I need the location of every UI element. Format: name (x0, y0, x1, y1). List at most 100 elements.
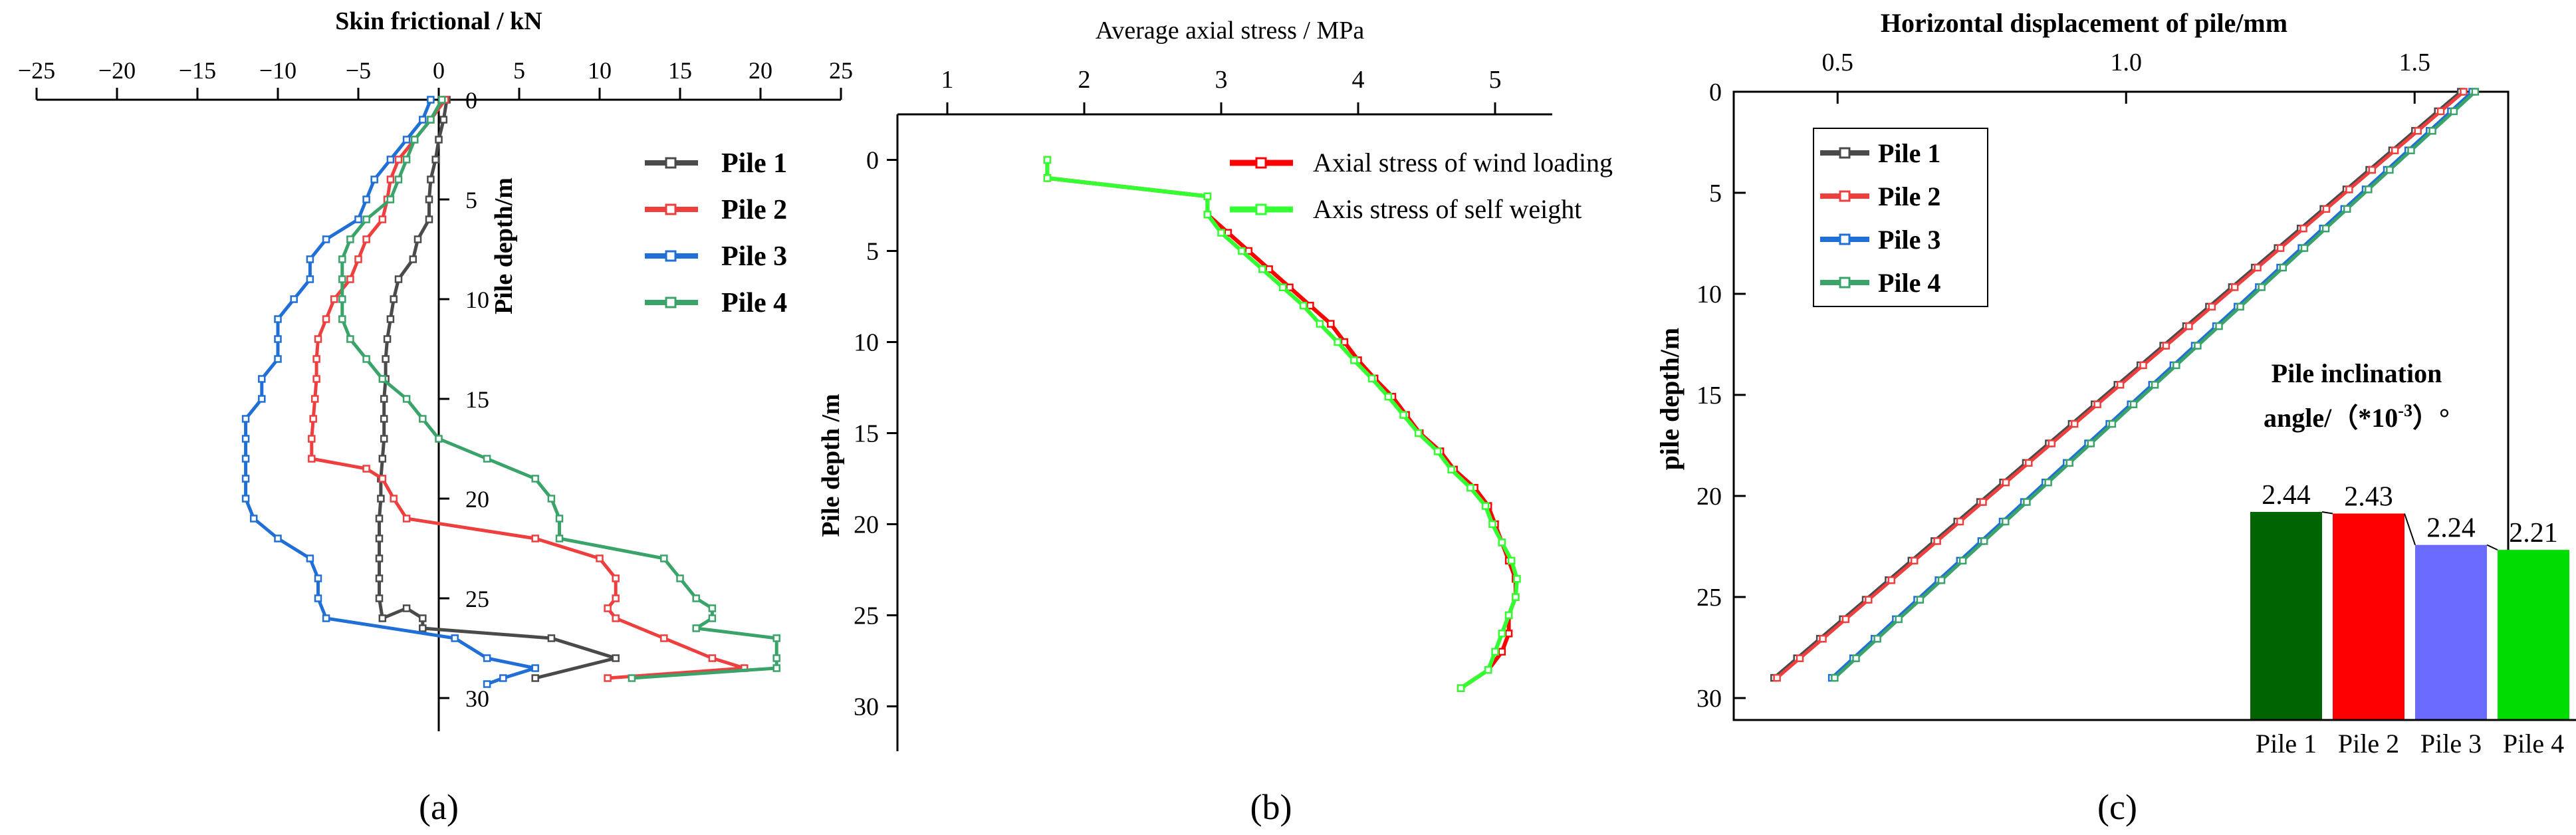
panel-a-series-1-marker (377, 495, 385, 503)
panel-c-series-4-marker (2365, 185, 2373, 193)
panel-c-legend-marker (1839, 147, 1851, 159)
panel-c-series-4-marker (2172, 361, 2180, 370)
panel-a-series-1-marker (439, 116, 448, 124)
panel-a-series-2-marker (612, 574, 620, 582)
panel-b-x-tick-label: 1 (941, 66, 954, 94)
panel-b-y-tick-label: 20 (854, 511, 879, 539)
panel-a-series-3-marker (290, 295, 298, 303)
panel-b-series-2-marker (1484, 665, 1492, 674)
panel-a-series-2-marker (660, 634, 668, 642)
panel-b-series-2-marker (1414, 429, 1423, 437)
panel-a-series-1-marker (419, 614, 427, 622)
panel-b-series-2-marker (1447, 465, 1455, 474)
panel-c-y-tick-label: 15 (1697, 382, 1722, 410)
panel-b-y-tick-label: 25 (854, 602, 879, 630)
panel-a-series-2-marker (309, 415, 317, 423)
panel-c-series-2-marker (1956, 517, 1964, 526)
panel-a-series-3-marker (241, 455, 250, 463)
panel-a-series-1-marker (382, 355, 390, 363)
panel-c-series-2-marker (2436, 107, 2445, 116)
panel-a-series-4-marker (338, 275, 346, 283)
inset-bar-value-label: 2.21 (2509, 518, 2558, 548)
panel-c-series-2-marker (2391, 146, 2399, 154)
panel-b-series-1-marker (1244, 247, 1252, 255)
panel-b-series-1-marker (1286, 283, 1294, 292)
panel-a-legend-label: Pile 4 (721, 288, 787, 318)
panel-a-series-4-marker (346, 235, 354, 243)
panel-a-series-4-marker (394, 176, 403, 183)
panel-a-x-tick-label: 20 (749, 57, 772, 84)
panel-a-x-tick-label: −20 (98, 57, 136, 84)
panel-a-series-1-marker (435, 136, 443, 144)
panel-a-series-3-marker (322, 614, 330, 622)
panel-a-series-4-marker (692, 624, 700, 632)
panel-a-series-2-marker (402, 515, 411, 523)
panel-c-plot-frame (1732, 90, 2510, 721)
panel-c-series-4-marker (2108, 419, 2117, 428)
panel-b-series-2-marker (1504, 611, 1513, 620)
panel-b-legend-label: Axis stress of self weight (1313, 194, 1581, 224)
panel-a-series-3-marker (354, 215, 362, 223)
panel-a-series-1-marker (425, 195, 433, 203)
panel-a-series-4-marker (772, 654, 780, 662)
panel-a-series-4-marker (692, 594, 700, 602)
panel-a-series-2-marker (346, 275, 354, 283)
panel-a-series-4-marker (628, 674, 636, 682)
panel-a-series-2-marker (531, 535, 539, 542)
panel-a-series-2-marker (612, 614, 620, 622)
panel-b-series-2-marker (1457, 684, 1465, 692)
panel-b-series-2-marker (1513, 574, 1521, 583)
panel-a-series-4-marker (708, 604, 717, 612)
panel-a-series-1-marker (431, 156, 439, 164)
panel-c-legend-marker (1839, 190, 1851, 202)
panel-a-series-3-marker (258, 395, 266, 403)
panel-c-y-tick-label: 25 (1697, 584, 1722, 612)
panel-c-series-4-marker (2343, 205, 2351, 213)
panel-a-series-3-marker (306, 554, 314, 562)
panel-a-series-4-marker (708, 614, 717, 622)
panel-b-x-tick-label: 2 (1078, 66, 1091, 94)
panel-c-series-4-marker (2215, 322, 2223, 330)
panel-c-series-2-marker (2116, 381, 2125, 389)
panel-b-legend-label: Axial stress of wind loading (1313, 148, 1613, 178)
panel-b-series-2-marker (1238, 247, 1246, 255)
panel-b-y-tick-label: 0 (866, 147, 879, 175)
panel-a-series-1-marker (375, 554, 384, 562)
panel-c-series-4-marker (2151, 381, 2159, 389)
panel-a-legend-marker (665, 250, 677, 262)
panel-a-y-tick-label: 10 (465, 287, 489, 313)
panel-a-series-3-marker (483, 680, 491, 688)
panel-a-series-4-marker (772, 664, 780, 672)
panel-c-series-4-marker (1895, 615, 1903, 624)
panel-b-series-2-marker (1433, 447, 1442, 455)
panel-a-legend-marker (665, 297, 677, 308)
panel-a-series-4-marker (555, 515, 564, 523)
panel-c-series-2-marker (2368, 166, 2377, 174)
panel-a-series-4-line (340, 98, 778, 680)
panel-a-series-3-marker (241, 475, 250, 483)
panel-c-series-4-marker (2194, 342, 2202, 350)
panel-c-series-2-marker (2185, 322, 2193, 330)
panel-a-series-3-marker (274, 315, 282, 323)
panel-a-series-3-marker (274, 535, 282, 542)
panel-a-series-1-marker (380, 395, 388, 403)
panel-c-series-4-marker (2087, 439, 2095, 447)
panel-b-series-2-marker (1043, 174, 1052, 182)
panel-a-series-1-marker (375, 574, 384, 582)
panel-b-series-2-marker (1507, 556, 1516, 565)
panel-a-series-1-marker (390, 295, 398, 303)
panel-b-y-tick-label: 15 (854, 420, 879, 448)
panel-b-series-1-marker (1306, 301, 1314, 310)
panel-b-series-2-marker (1203, 192, 1212, 201)
panel-a-series-1-marker (413, 235, 422, 243)
panel-c-series-2-marker (2208, 302, 2216, 311)
panel-a-series-4-marker (378, 375, 387, 383)
panel-c-series-4-marker (1937, 576, 1946, 584)
panel-a-series-3-marker (241, 435, 250, 443)
panel-c-horizontal-displacement-chart: Horizontal displacement of pile/mm pile … (1655, 8, 2576, 827)
panel-a-series-4-marker (483, 455, 491, 463)
panel-a-series-4-marker (402, 156, 411, 164)
panel-c-series-2-marker (1841, 615, 1850, 624)
panel-c-series-2-marker (2048, 439, 2056, 447)
panel-a-series-4-marker (419, 415, 427, 423)
